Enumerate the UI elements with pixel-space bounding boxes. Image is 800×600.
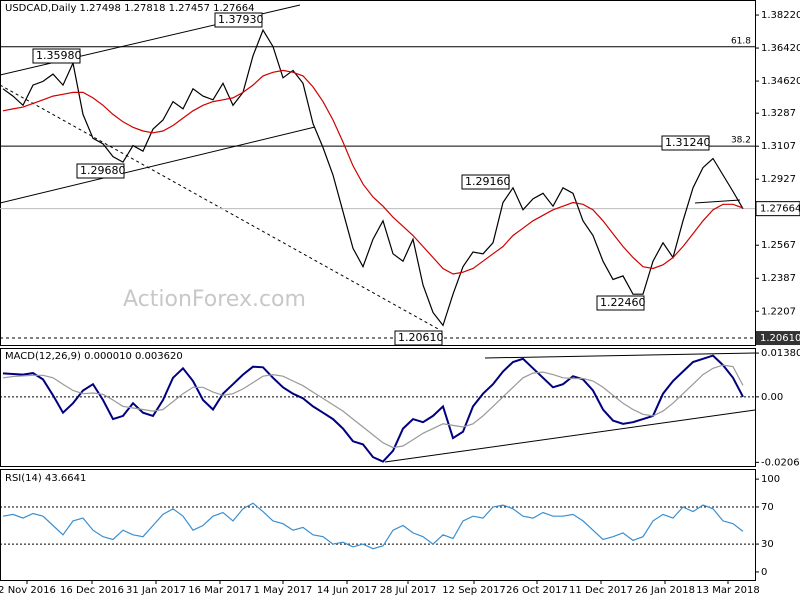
x-tick-label: 16 Mar 2017 xyxy=(188,585,251,596)
x-tick-label: 13 Mar 2018 xyxy=(696,585,759,596)
callout-box xyxy=(661,135,710,151)
fib-label: 61.8 xyxy=(731,36,751,46)
x-tick-label: 28 Jul 2017 xyxy=(380,585,437,596)
macd-title: MACD(12,26,9) 0.000010 0.003620 xyxy=(5,351,183,362)
y-tick-label: 1.3287 xyxy=(761,108,796,119)
fib-label: 38.2 xyxy=(731,136,751,146)
x-tick-label: 11 Dec 2017 xyxy=(569,585,633,596)
callout-label: 1.31240 xyxy=(665,136,711,149)
y-tick-label: 0.00 xyxy=(761,392,783,403)
neckline xyxy=(694,199,741,204)
x-tick-label: 26 Oct 2017 xyxy=(506,585,568,596)
callout-box xyxy=(32,48,81,64)
current-price-label: 1.27664 xyxy=(760,204,800,215)
x-tick-label: 26 Jan 2018 xyxy=(635,585,695,596)
series-line xyxy=(2,354,744,463)
y-tick-label: 1.2387 xyxy=(761,273,796,284)
series-line xyxy=(2,364,744,449)
macd-panel xyxy=(0,348,756,467)
x-tick-label: 1 May 2017 xyxy=(254,585,313,596)
channel-lower xyxy=(0,126,316,204)
y-tick-label: 1.2567 xyxy=(761,240,796,251)
y-tick-label: 1.3107 xyxy=(761,141,796,152)
x-tick-label: 2 Nov 2016 xyxy=(0,585,56,596)
callout-box xyxy=(214,12,263,28)
y-tick-label: -0.020648 xyxy=(761,457,800,468)
x-tick-label: 16 Dec 2016 xyxy=(60,585,124,596)
x-tick-label: 31 Jan 2017 xyxy=(126,585,186,596)
series-line xyxy=(2,502,744,550)
callout-box xyxy=(76,163,125,179)
callout-box xyxy=(596,295,645,311)
series-line xyxy=(2,28,744,327)
macd-trend-top xyxy=(484,352,756,359)
y-tick-label: 1.38220 xyxy=(761,10,800,21)
macd-trend-bottom xyxy=(384,409,756,463)
support-label: 1.20610 xyxy=(760,333,800,344)
y-tick-label: 1.2927 xyxy=(761,174,796,185)
x-tick-label: 14 Jun 2017 xyxy=(317,585,377,596)
x-tick-label: 12 Sep 2017 xyxy=(442,585,505,596)
rsi-title: RSI(14) 43.6641 xyxy=(5,473,86,484)
watermark: ActionForex.com xyxy=(123,287,306,312)
callout-label: 1.29680 xyxy=(80,164,126,177)
y-tick-label: 100 xyxy=(761,474,780,485)
support-box xyxy=(756,331,800,346)
callout-label: 1.35980 xyxy=(36,49,82,62)
y-tick-label: 70 xyxy=(761,502,774,513)
rsi-panel xyxy=(0,469,756,581)
callout-label: 1.22460 xyxy=(600,296,646,309)
callout-box xyxy=(394,330,443,346)
price-panel xyxy=(0,0,756,346)
series-line xyxy=(2,69,744,275)
callout-box xyxy=(461,174,510,190)
y-tick-label: 1.36420 xyxy=(761,43,800,54)
callout-label: 1.29160 xyxy=(465,175,511,188)
price-title: USDCAD,Daily 1.27498 1.27818 1.27457 1.2… xyxy=(5,3,255,14)
current-price-box xyxy=(755,201,800,217)
y-tick-label: 1.2207 xyxy=(761,306,796,317)
y-tick-label: 0 xyxy=(761,567,767,578)
y-tick-label: 0.013802 xyxy=(761,348,800,359)
callout-label: 1.20610 xyxy=(398,331,444,344)
callout-label: 1.37930 xyxy=(218,13,264,26)
y-tick-label: 30 xyxy=(761,539,774,550)
y-tick-label: 1.34620 xyxy=(761,76,800,87)
